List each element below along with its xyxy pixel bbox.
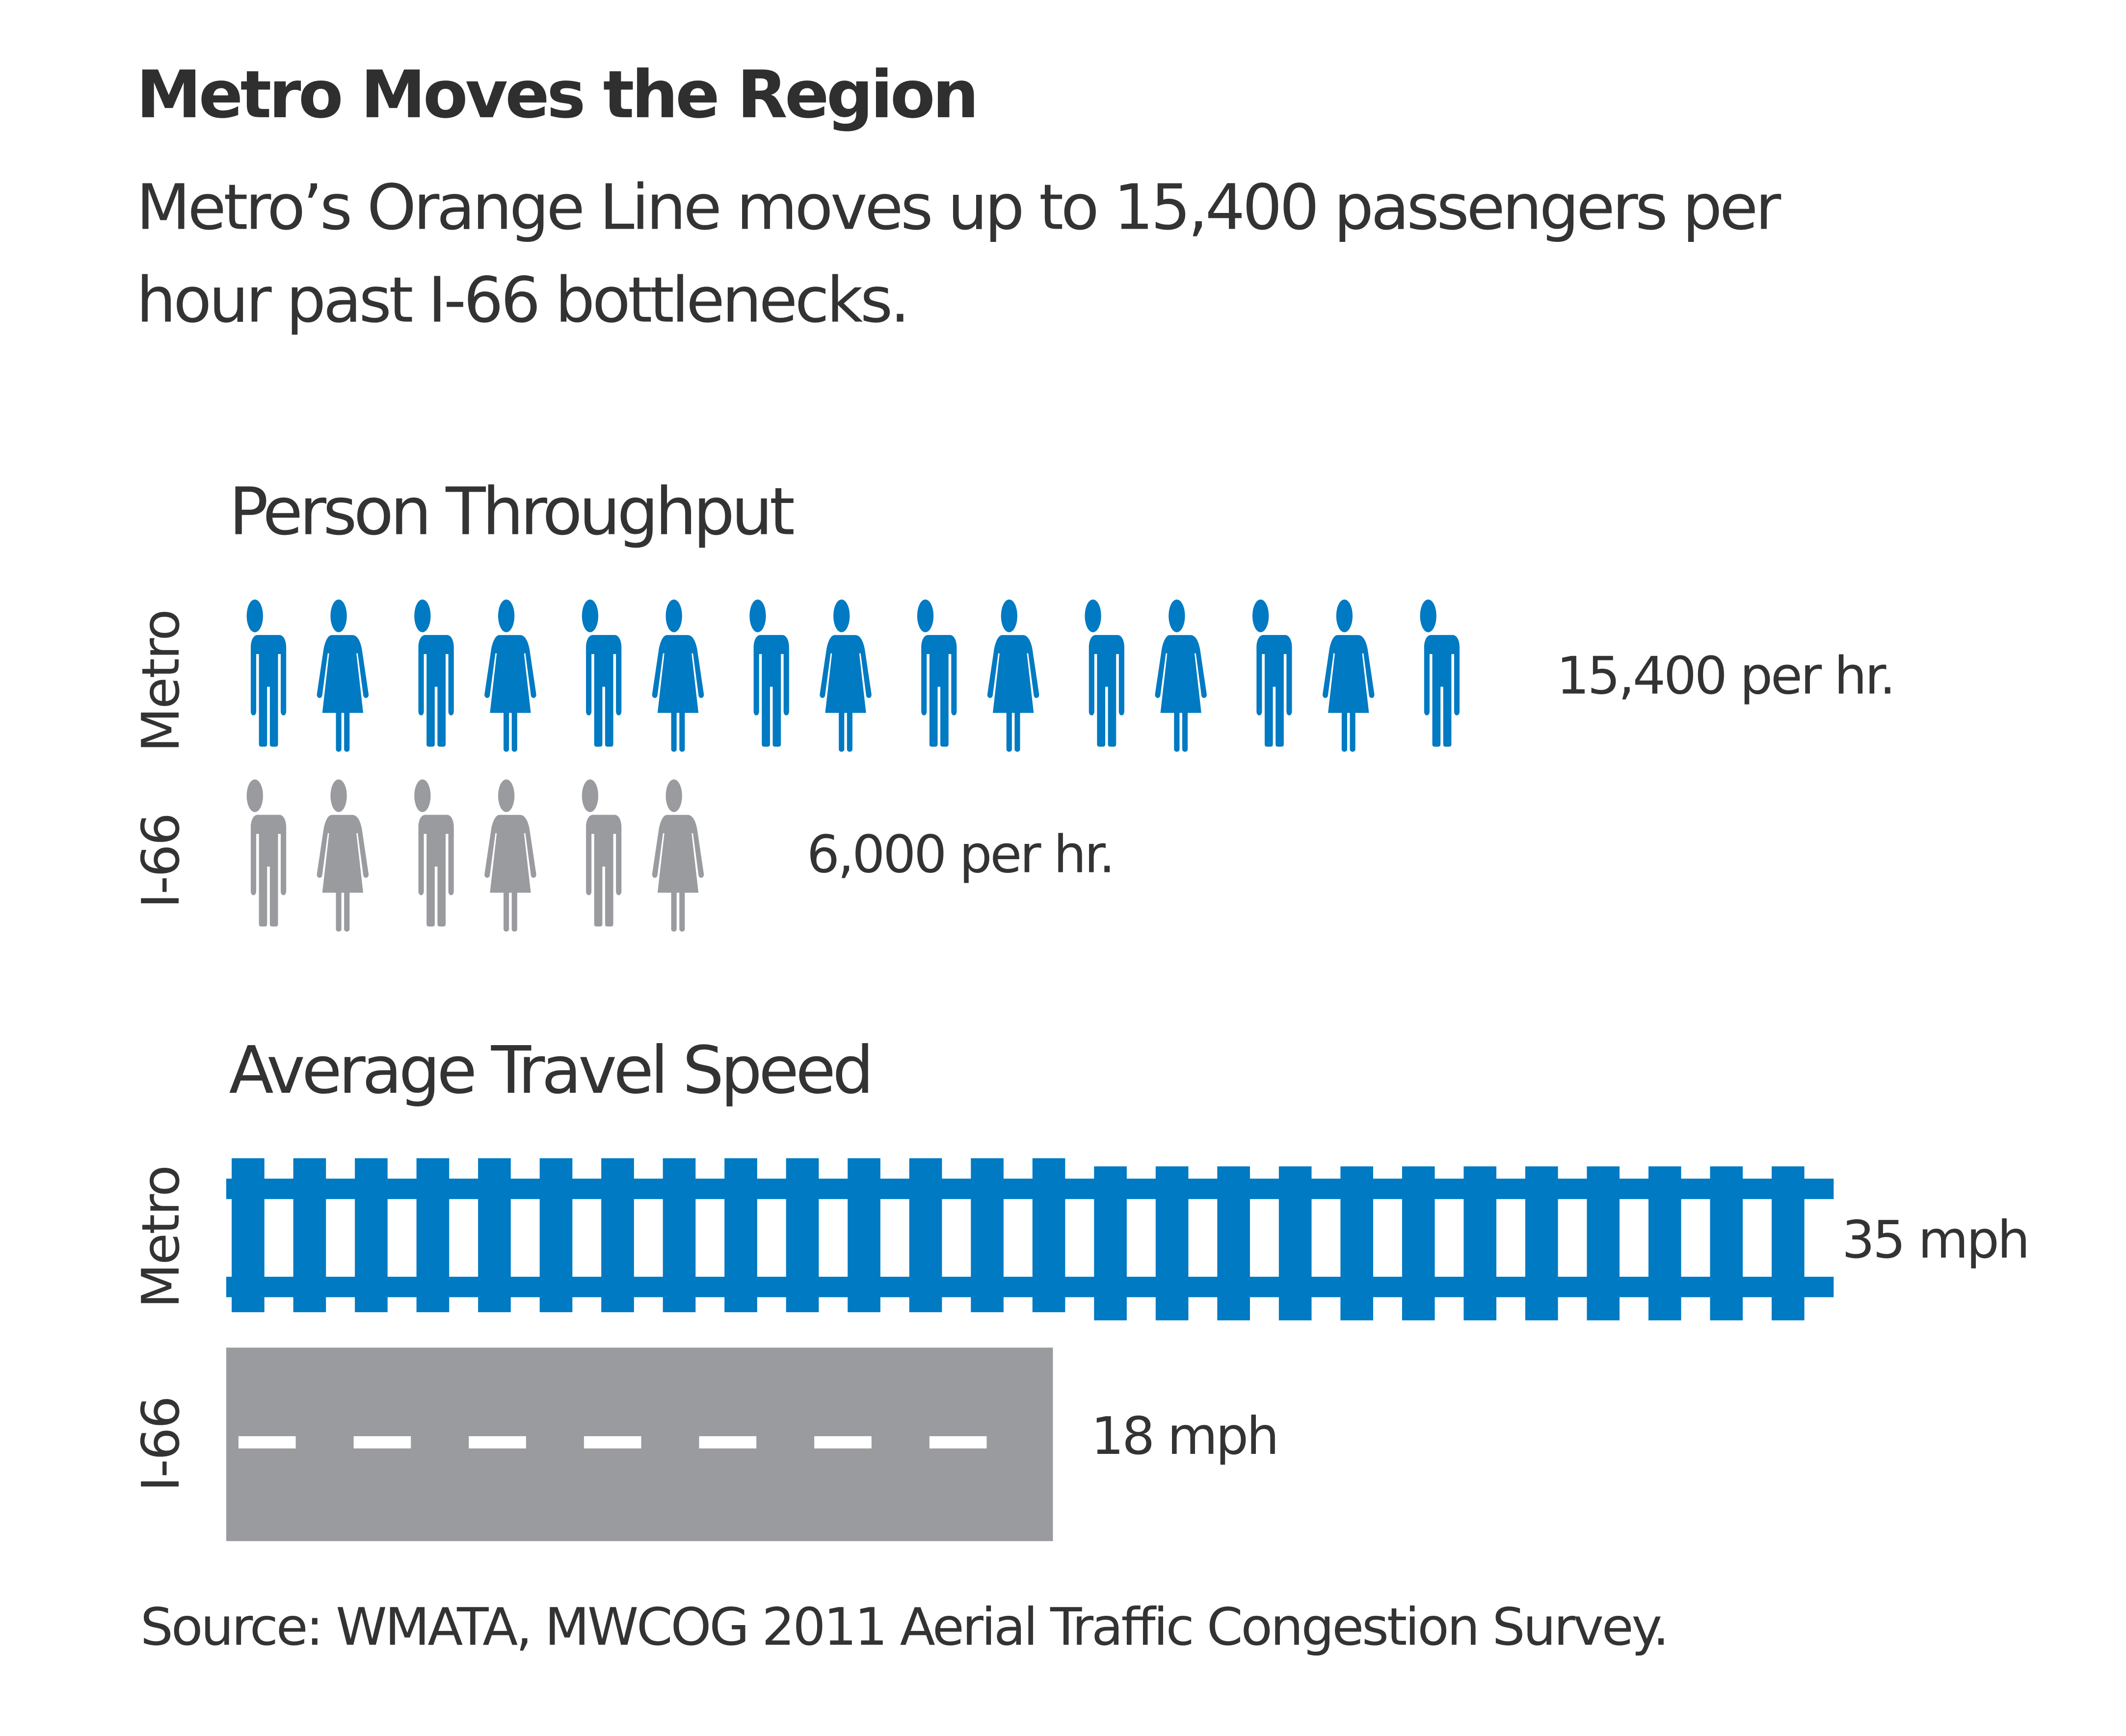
track-tie [786, 1158, 819, 1313]
track-tie [1032, 1158, 1065, 1313]
track-tie [724, 1158, 757, 1313]
lane-dash [353, 1436, 411, 1448]
lane-dash [469, 1436, 526, 1448]
source-note: Source: WMATA, MWCOG 2011 Aerial Traffic… [140, 1597, 1669, 1657]
track-tie [1525, 1166, 1558, 1320]
track-tie [478, 1158, 511, 1313]
man-icon [230, 599, 287, 747]
woman-icon [987, 599, 1039, 752]
lane-dash [699, 1436, 757, 1448]
track-tie [1155, 1166, 1189, 1320]
track-tie [1648, 1166, 1681, 1320]
man-icon [733, 599, 789, 747]
throughput-title: Person Throughput [229, 474, 795, 551]
woman-icon [484, 779, 536, 932]
page-title: Metro Moves the Region [136, 57, 979, 134]
i66-road-bar [226, 1347, 1053, 1541]
woman-icon [317, 779, 369, 932]
man-icon [398, 779, 454, 927]
man-icon [1236, 599, 1292, 747]
i66-speed-value: 18 mph [1091, 1406, 1279, 1467]
track-tie [1278, 1166, 1312, 1320]
woman-icon [1155, 599, 1207, 752]
woman-icon [317, 599, 369, 752]
track-tie [1587, 1166, 1620, 1320]
lane-dash [929, 1436, 987, 1448]
woman-icon [652, 779, 704, 932]
woman-icon [1322, 599, 1375, 752]
track-tie [1094, 1166, 1127, 1320]
track-tie [601, 1158, 634, 1313]
track-tie [293, 1158, 326, 1313]
woman-icon [820, 599, 872, 752]
track-tie [232, 1158, 265, 1313]
speed-title: Average Travel Speed [229, 1032, 874, 1109]
lane-dash [814, 1436, 872, 1448]
woman-icon [484, 599, 536, 752]
man-icon [901, 599, 957, 747]
man-icon [565, 779, 622, 927]
man-icon [565, 599, 622, 747]
metro-speed-value: 35 mph [1841, 1210, 2030, 1270]
man-icon [230, 779, 287, 927]
track-tie [1771, 1166, 1805, 1320]
subtitle-line-2: hour past I-66 bottlenecks. [136, 263, 910, 337]
track-tie [539, 1158, 573, 1313]
track-tie [1217, 1166, 1250, 1320]
metro-track-bar [226, 1158, 1834, 1320]
track-tie [1463, 1166, 1497, 1320]
track-tie [416, 1158, 450, 1313]
track-tie [1340, 1166, 1374, 1320]
man-icon [1068, 599, 1124, 747]
man-icon [398, 599, 454, 747]
track-tie [663, 1158, 696, 1313]
lane-dash [584, 1436, 641, 1448]
woman-icon [652, 599, 704, 752]
track-tie [1402, 1166, 1435, 1320]
metro-throughput-value: 15,400 per hr. [1556, 646, 1896, 706]
track-tie [355, 1158, 388, 1313]
subtitle-line-1: Metro’s Orange Line moves up to 15,400 p… [136, 170, 1781, 244]
man-icon [1404, 599, 1460, 747]
lane-dash [238, 1436, 296, 1448]
track-tie [909, 1158, 942, 1313]
i66-throughput-value: 6,000 per hr. [806, 824, 1116, 885]
track-tie [1710, 1166, 1743, 1320]
track-tie [848, 1158, 880, 1313]
track-tie [971, 1158, 1004, 1313]
